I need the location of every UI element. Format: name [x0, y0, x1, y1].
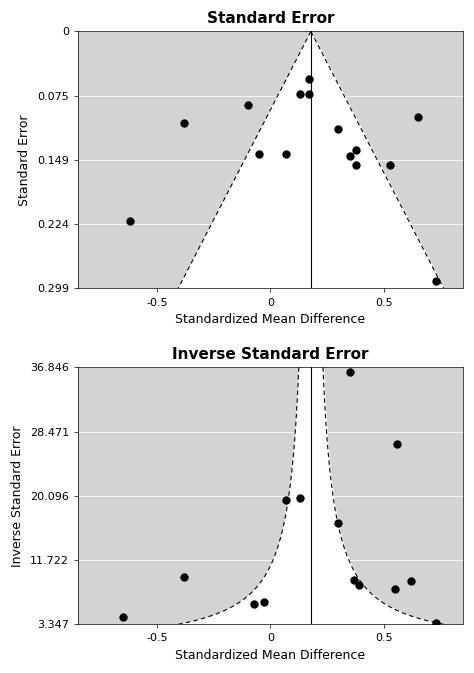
Point: [350, 575, 358, 586]
Point: [181, 118, 188, 129]
Point: [335, 123, 342, 134]
Point: [119, 612, 127, 623]
Point: [283, 495, 290, 505]
X-axis label: Standardized Mean Difference: Standardized Mean Difference: [175, 313, 365, 326]
Point: [353, 145, 360, 155]
Y-axis label: Standard Error: Standard Error: [18, 114, 31, 206]
Point: [296, 89, 303, 100]
Point: [244, 99, 252, 110]
Title: Inverse Standard Error: Inverse Standard Error: [172, 347, 369, 362]
Point: [181, 571, 188, 582]
Point: [353, 160, 360, 170]
Point: [414, 112, 421, 122]
Point: [305, 89, 313, 100]
Point: [260, 597, 267, 608]
Point: [255, 149, 263, 160]
Point: [305, 73, 313, 84]
Point: [296, 493, 303, 503]
Point: [355, 579, 363, 590]
Point: [432, 275, 439, 286]
Point: [432, 618, 439, 629]
Title: Standard Error: Standard Error: [207, 11, 334, 26]
Y-axis label: Inverse Standard Error: Inverse Standard Error: [11, 425, 24, 567]
Point: [335, 518, 342, 528]
Point: [407, 575, 415, 586]
Point: [251, 598, 258, 609]
Point: [283, 148, 290, 159]
Point: [387, 160, 394, 170]
Point: [126, 215, 134, 226]
Point: [346, 151, 354, 162]
Point: [346, 367, 354, 378]
X-axis label: Standardized Mean Difference: Standardized Mean Difference: [175, 649, 365, 662]
Point: [393, 439, 401, 450]
Point: [391, 583, 399, 594]
